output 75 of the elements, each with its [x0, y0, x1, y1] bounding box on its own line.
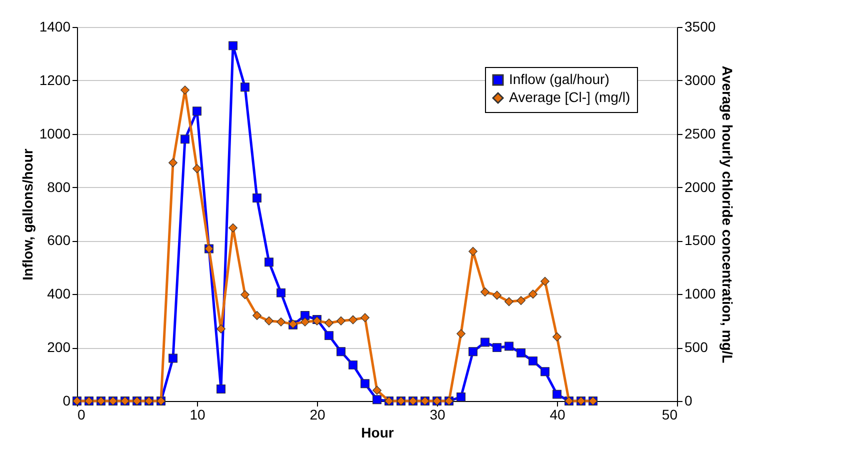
point — [456, 392, 466, 402]
point — [456, 329, 466, 338]
x-tick-label: 20 — [310, 406, 326, 422]
point — [300, 311, 310, 320]
point — [528, 290, 538, 299]
x-axis-title: Hour — [361, 424, 394, 440]
point — [180, 86, 190, 95]
point — [240, 290, 250, 300]
y-tick-label: 400 — [47, 286, 71, 302]
point — [168, 354, 178, 363]
y2-tick-label: 3000 — [684, 72, 716, 88]
legend-label: Average [Cl-] (mg/l) — [509, 89, 630, 105]
y2-tick-label: 0 — [684, 392, 692, 408]
point — [264, 258, 274, 267]
point — [480, 338, 490, 347]
y-tick-label: 1200 — [39, 72, 71, 88]
point — [360, 313, 370, 322]
point — [468, 246, 478, 256]
point — [336, 347, 346, 356]
point — [216, 324, 226, 334]
y2-axis-title: Average hourly chloride concentration, mg/L — [720, 66, 736, 364]
y2-tick-label: 500 — [684, 339, 708, 356]
x-tick-label: 0 — [78, 406, 86, 422]
y-tick-label: 200 — [47, 339, 71, 356]
point — [180, 134, 190, 144]
y-tick-label: 1400 — [39, 18, 71, 34]
point — [504, 342, 514, 351]
point — [492, 290, 502, 300]
point — [468, 347, 478, 356]
point — [540, 276, 550, 286]
y2-tick-label: 1500 — [684, 232, 716, 248]
point — [552, 390, 562, 399]
point — [264, 316, 274, 326]
y2-tick-label: 1000 — [684, 286, 716, 302]
y-tick-label: 0 — [62, 392, 71, 408]
point — [252, 193, 262, 202]
point — [168, 158, 178, 168]
point — [528, 356, 538, 366]
point — [216, 384, 226, 394]
point — [240, 82, 250, 92]
point — [372, 386, 382, 395]
y-tick-label: 600 — [47, 232, 71, 248]
y-tick-label: 1000 — [39, 125, 71, 142]
point — [480, 288, 490, 296]
point — [228, 223, 238, 232]
point — [276, 288, 286, 298]
point — [276, 317, 286, 326]
x-tick-label: 50 — [662, 406, 678, 422]
point — [516, 348, 526, 358]
point — [372, 395, 382, 404]
point — [324, 318, 334, 328]
point — [348, 360, 358, 370]
point — [192, 164, 202, 174]
point — [540, 367, 550, 376]
point — [228, 41, 238, 50]
point — [552, 332, 562, 342]
y2-tick-label: 2500 — [684, 125, 716, 142]
point — [336, 316, 346, 326]
point — [324, 331, 334, 340]
y2-tick-label: 3500 — [684, 18, 716, 34]
point — [252, 311, 262, 320]
legend-label: Inflow (gal/hour) — [509, 71, 610, 87]
point — [360, 379, 370, 388]
x-tick-label: 40 — [550, 406, 566, 422]
y-axis-title: Inflow, gallons/hour — [19, 148, 36, 280]
point — [348, 315, 358, 324]
x-tick-label: 10 — [190, 406, 206, 422]
point — [504, 297, 514, 306]
y-tick-label: 800 — [47, 178, 71, 195]
point — [300, 317, 310, 326]
point — [516, 296, 526, 306]
point — [492, 343, 502, 352]
point — [192, 106, 202, 116]
y2-tick-label: 2000 — [684, 178, 716, 195]
x-tick-label: 30 — [430, 406, 446, 422]
